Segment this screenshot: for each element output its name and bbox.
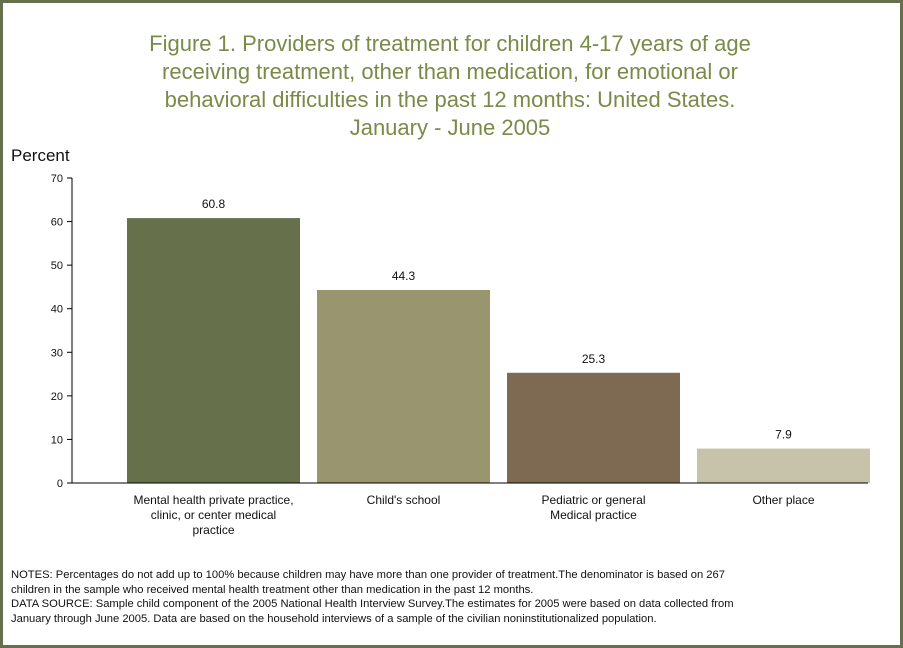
bar-value-label: 60.8 bbox=[202, 197, 226, 211]
y-tick-label: 20 bbox=[51, 391, 63, 403]
bar bbox=[507, 372, 680, 483]
x-category-label: Pediatric or general Medical practice bbox=[541, 493, 645, 522]
bar-value-label: 44.3 bbox=[392, 269, 416, 283]
x-category-label-line: Pediatric or general bbox=[541, 493, 645, 507]
y-tick-label: 50 bbox=[51, 260, 63, 272]
x-category-label-line: Other place bbox=[752, 493, 814, 507]
source-line: January through June 2005. Data are base… bbox=[11, 612, 657, 625]
title-line: behavioral difficulties in the past 12 m… bbox=[164, 87, 736, 112]
notes-line: children in the sample who received ment… bbox=[11, 583, 534, 596]
notes-line: NOTES: Percentages do not add up to 100%… bbox=[11, 569, 725, 581]
y-tick-label: 10 bbox=[51, 434, 63, 446]
bar-value-label: 25.3 bbox=[582, 352, 606, 366]
bar-value-label: 7.9 bbox=[775, 428, 792, 442]
x-category-label: Child's school bbox=[367, 493, 441, 507]
y-tick-label: 70 bbox=[51, 173, 63, 185]
title-line: receiving treatment, other than medicati… bbox=[162, 59, 738, 84]
title-line: Figure 1. Providers of treatment for chi… bbox=[149, 31, 751, 56]
source-line: DATA SOURCE: Sample child component of t… bbox=[11, 598, 734, 610]
x-category-label-line: Medical practice bbox=[550, 508, 637, 522]
bar bbox=[697, 448, 870, 483]
chart-title: Figure 1. Providers of treatment for chi… bbox=[70, 30, 830, 142]
x-category-label: Mental health private practice, clinic, o… bbox=[133, 493, 293, 537]
x-category-label-line: clinic, or center medical bbox=[151, 508, 276, 522]
footnotes: NOTES: Percentages do not add up to 100%… bbox=[11, 568, 896, 626]
x-category-label-line: Child's school bbox=[367, 493, 441, 507]
bar bbox=[317, 289, 490, 483]
title-line: January - June 2005 bbox=[349, 115, 551, 140]
y-tick-label: 60 bbox=[51, 217, 63, 229]
bar bbox=[127, 218, 300, 484]
x-category-label-line: Mental health private practice, bbox=[133, 493, 293, 507]
x-category-label-line: practice bbox=[192, 523, 234, 537]
y-tick-label: 30 bbox=[51, 347, 63, 359]
y-tick-label: 40 bbox=[51, 304, 63, 316]
y-tick-label: 0 bbox=[57, 478, 63, 490]
y-axis-label: Percent bbox=[11, 146, 70, 165]
x-category-label: Other place bbox=[752, 493, 814, 507]
